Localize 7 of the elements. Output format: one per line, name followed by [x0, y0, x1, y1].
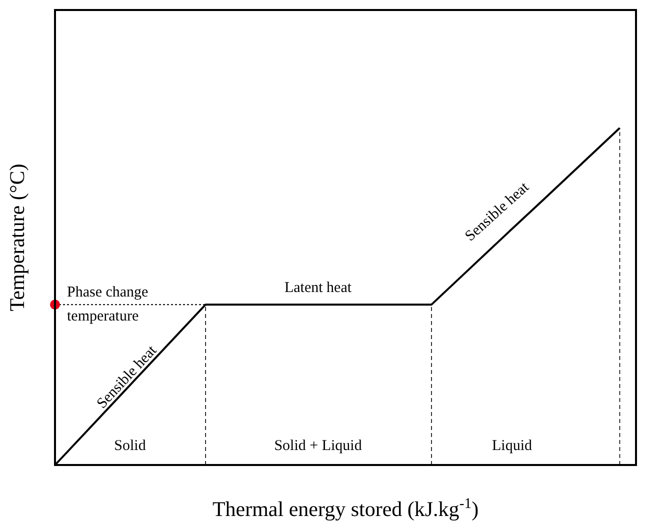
- annotation: Solid + Liquid: [274, 438, 362, 454]
- x-axis-title: Thermal energy stored (kJ.kg$^{-1}$): [212, 496, 479, 521]
- annotation: Liquid: [492, 438, 532, 454]
- annotation: Latent heat: [284, 280, 352, 296]
- y-axis-title: Temperature (°C): [5, 164, 29, 312]
- annotation: Solid: [114, 438, 146, 454]
- ref-line-label: Phase change temperature: [67, 284, 149, 325]
